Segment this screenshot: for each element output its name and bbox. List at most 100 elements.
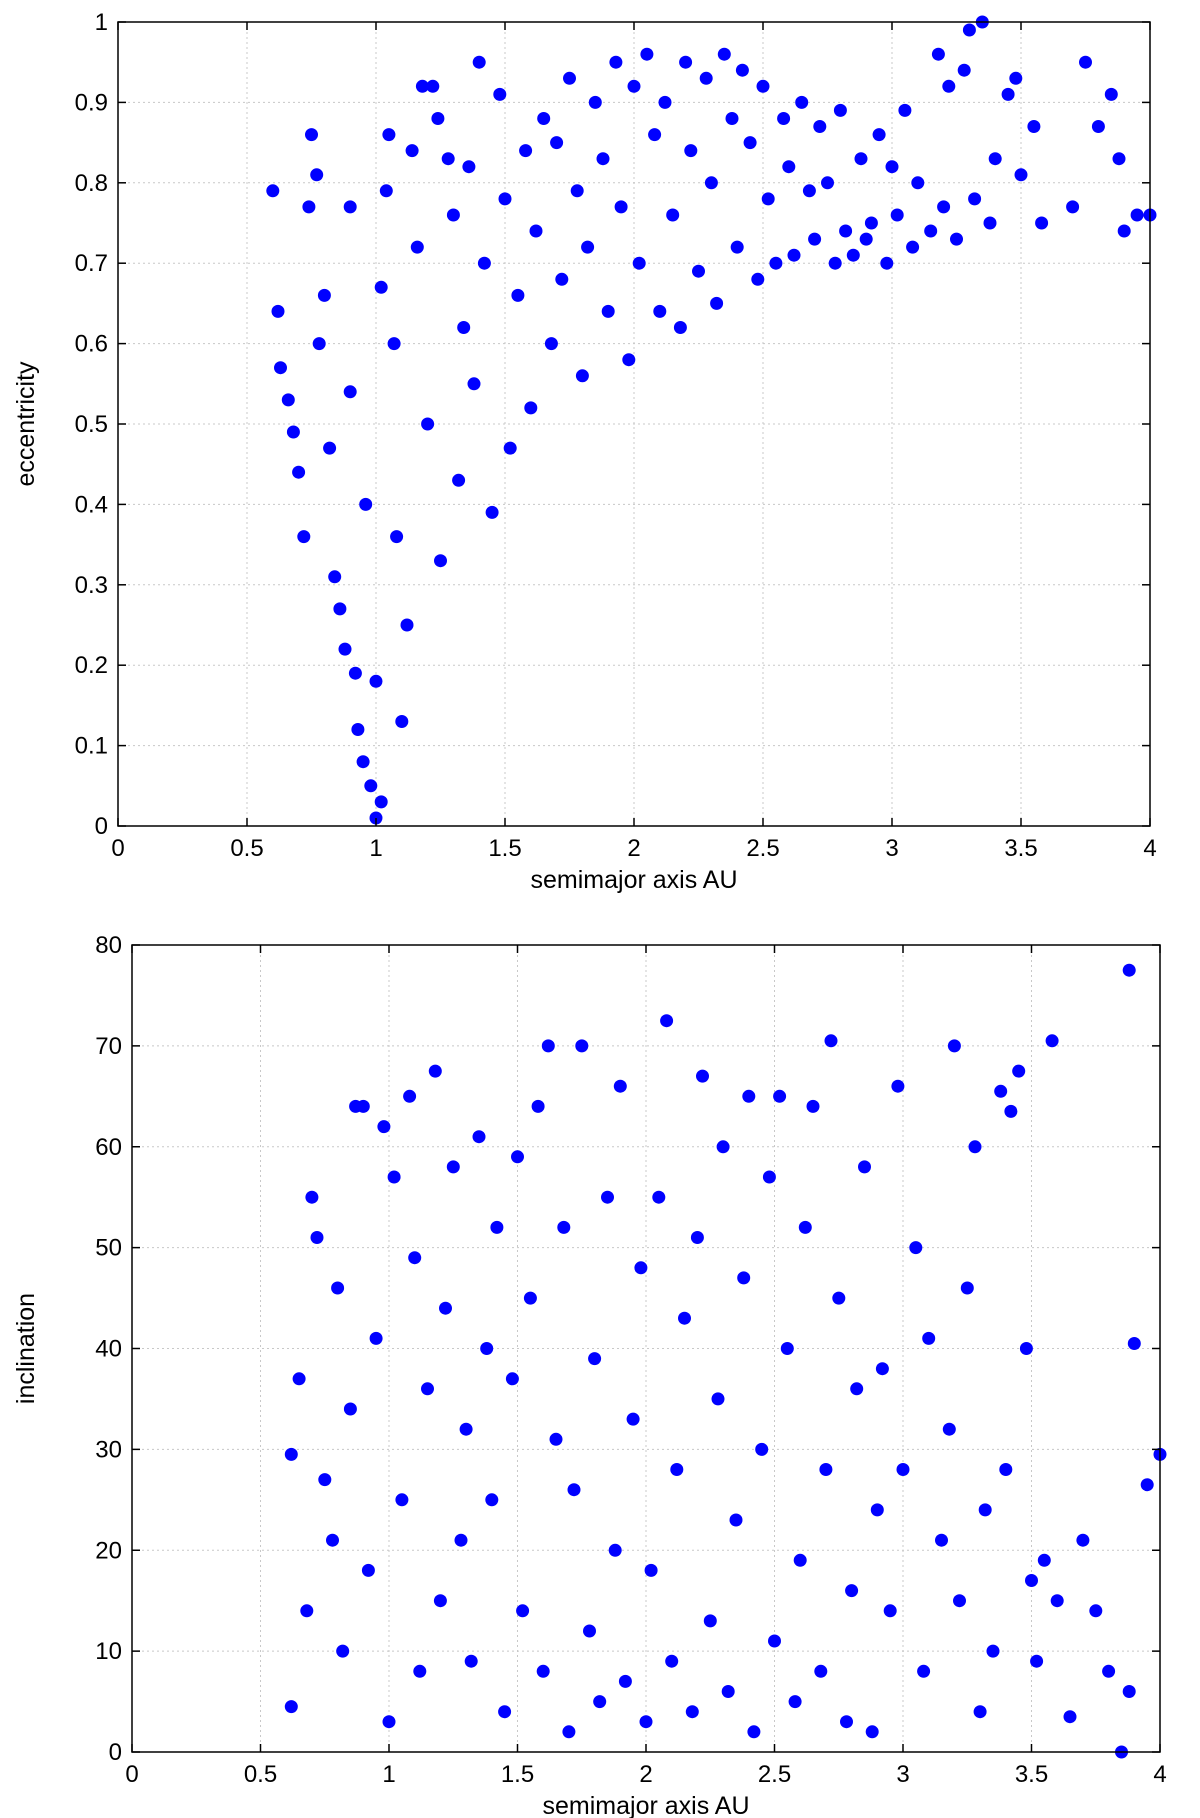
y-axis-label: eccentricity <box>12 361 40 487</box>
data-point <box>983 216 997 230</box>
data-point <box>813 120 827 133</box>
y-tick-label: 0.7 <box>75 250 108 277</box>
data-point <box>477 256 491 270</box>
data-point <box>1019 1342 1033 1355</box>
data-point <box>343 385 357 399</box>
data-point <box>284 1447 298 1461</box>
data-point <box>821 176 834 190</box>
data-point <box>459 1422 473 1436</box>
data-point <box>787 248 801 262</box>
data-point <box>464 1654 478 1668</box>
data-point <box>845 1584 859 1598</box>
data-point <box>410 240 424 254</box>
data-point <box>756 79 770 93</box>
data-point <box>858 1160 871 1174</box>
x-tick-label: 2.5 <box>746 835 779 862</box>
y-axis-label: inclination <box>12 1293 40 1404</box>
data-point <box>648 128 662 142</box>
data-point <box>644 1563 658 1577</box>
data-point <box>1012 1064 1026 1078</box>
data-point <box>292 465 306 479</box>
data-point <box>361 1563 375 1577</box>
data-point <box>627 79 641 93</box>
data-point <box>369 674 383 688</box>
data-point <box>297 530 311 544</box>
data-point <box>493 87 507 101</box>
data-point <box>490 1220 504 1234</box>
data-point <box>735 63 749 77</box>
data-point <box>462 160 476 174</box>
data-point <box>351 723 365 736</box>
data-point <box>446 208 460 222</box>
data-point <box>613 1079 627 1093</box>
data-point <box>400 618 414 632</box>
data-point <box>721 1685 735 1698</box>
data-point <box>808 232 822 246</box>
y-tick-label: 70 <box>95 1033 122 1060</box>
data-point <box>634 1261 648 1275</box>
data-point <box>1001 87 1015 101</box>
data-point <box>608 1543 622 1557</box>
data-point <box>601 304 615 318</box>
data-point <box>1140 1478 1154 1492</box>
data-point <box>890 208 904 222</box>
data-point <box>286 425 300 439</box>
data-point <box>583 1624 596 1638</box>
y-tick-label: 50 <box>95 1235 122 1262</box>
data-point <box>434 554 447 568</box>
data-point <box>485 505 499 519</box>
data-point <box>917 1664 931 1678</box>
data-point <box>390 530 404 544</box>
x-tick-label: 3 <box>885 835 898 862</box>
data-point <box>670 1463 684 1476</box>
data-point <box>773 1089 787 1103</box>
x-tick-label: 0.5 <box>230 835 263 862</box>
data-point <box>467 377 481 391</box>
data-point <box>302 200 316 214</box>
data-point <box>519 144 533 158</box>
data-point <box>498 192 512 206</box>
data-point <box>544 337 558 351</box>
data-point <box>609 55 623 69</box>
data-point <box>1122 1685 1136 1698</box>
data-point <box>359 497 373 511</box>
data-point <box>480 1342 494 1355</box>
data-point <box>755 1442 769 1456</box>
y-tick-label: 0.2 <box>75 652 108 679</box>
data-point <box>793 1553 807 1567</box>
data-point <box>1014 168 1028 182</box>
data-point <box>395 1493 409 1507</box>
data-point <box>562 1725 576 1739</box>
y-tick-label: 0.1 <box>75 733 108 760</box>
data-point <box>415 79 429 93</box>
data-point <box>516 1604 530 1618</box>
data-point <box>710 296 724 310</box>
data-point <box>692 264 705 278</box>
data-point <box>555 272 569 286</box>
x-axis-label: semimajor axis AU <box>531 866 738 894</box>
data-point <box>885 160 899 174</box>
y-tick-label: 0 <box>109 1739 122 1766</box>
data-point <box>284 1700 298 1714</box>
data-point <box>305 1190 319 1204</box>
data-point <box>891 1079 905 1093</box>
y-tick-label: 80 <box>95 932 122 959</box>
y-tick-label: 0.4 <box>75 491 108 518</box>
data-point <box>832 1291 846 1305</box>
data-point <box>782 160 796 174</box>
data-point <box>472 55 486 69</box>
data-point <box>428 1064 442 1078</box>
data-point <box>880 256 894 270</box>
data-point <box>511 288 525 302</box>
data-point <box>743 136 757 150</box>
data-point <box>840 1715 853 1729</box>
data-point <box>986 1644 1000 1658</box>
data-point <box>960 1281 974 1295</box>
data-point <box>1025 1574 1038 1587</box>
data-point <box>679 55 693 69</box>
data-point <box>696 1069 709 1083</box>
data-point <box>413 1664 427 1678</box>
data-point <box>872 128 886 142</box>
data-point <box>729 1513 743 1527</box>
